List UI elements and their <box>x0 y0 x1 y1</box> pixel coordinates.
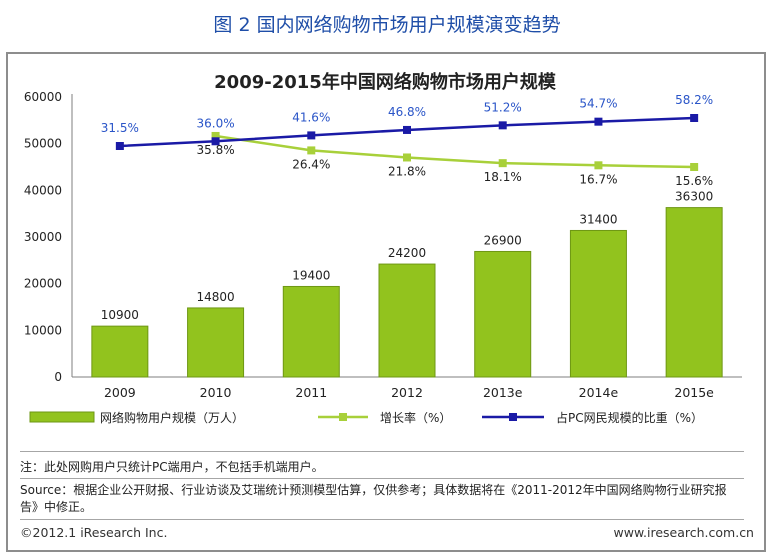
x-tick-label: 2015e <box>674 385 714 400</box>
bar-value-label: 24200 <box>388 246 426 260</box>
share-label: 31.5% <box>101 121 139 135</box>
share-point <box>498 121 507 130</box>
bar-value-label: 26900 <box>484 233 522 247</box>
source-text: Source：根据企业公开财报、行业访谈及艾瑞统计预测模型估算，仅供参考；具体数… <box>20 483 727 514</box>
share-point <box>403 125 411 134</box>
legend-bar-swatch <box>29 411 95 423</box>
x-tick-label: 2011 <box>295 385 327 400</box>
bar-value-label: 10900 <box>101 308 139 322</box>
bar-value-label: 19400 <box>292 268 330 282</box>
y-tick-label: 40000 <box>24 183 62 197</box>
share-point <box>594 117 603 126</box>
bar-value-label: 36300 <box>675 190 713 204</box>
divider-middle <box>20 478 744 479</box>
growth-point <box>307 146 316 155</box>
share-label: 54.7% <box>579 97 617 111</box>
y-tick-label: 0 <box>54 370 62 384</box>
bar-value-label: 31400 <box>579 212 617 226</box>
share-label: 58.2% <box>675 93 713 107</box>
bar <box>569 229 627 378</box>
x-tick-label: 2014e <box>579 385 619 400</box>
legend-bar-label: 网络购物用户规模（万人） <box>100 410 244 425</box>
share-label: 46.8% <box>388 105 426 119</box>
chart-title: 2009-2015年中国网络购物市场用户规模 <box>214 71 557 93</box>
bar <box>665 207 723 378</box>
legend-share-marker <box>509 413 517 421</box>
growth-label: 18.1% <box>484 170 522 184</box>
legend-growth-marker <box>339 413 347 421</box>
x-tick-label: 2013e <box>483 385 523 400</box>
share-point <box>690 114 699 122</box>
y-tick-label: 50000 <box>24 137 62 151</box>
divider-bottom <box>20 519 744 520</box>
x-tick-label: 2012 <box>391 385 423 400</box>
growth-point <box>594 161 603 170</box>
bar <box>282 285 340 378</box>
website-link[interactable]: www.iresearch.com.cn <box>613 525 755 540</box>
share-point <box>211 137 220 146</box>
growth-label: 35.8% <box>197 143 235 157</box>
growth-label: 26.4% <box>292 157 330 171</box>
footnote: 注：此处网购用户只统计PC端用户，不包括手机端用户。 <box>20 460 324 474</box>
growth-point <box>403 153 411 162</box>
share-label: 41.6% <box>292 110 330 124</box>
bar-value-label: 14800 <box>196 290 234 304</box>
share-label: 36.0% <box>197 116 235 130</box>
growth-line <box>215 134 695 169</box>
bar <box>378 263 436 378</box>
x-tick-label: 2009 <box>104 385 136 400</box>
y-tick-label: 60000 <box>24 90 62 104</box>
share-point <box>115 142 124 150</box>
growth-point <box>211 131 220 140</box>
growth-label: 21.8% <box>388 164 426 178</box>
legend-growth-label: 增长率（%） <box>380 410 451 425</box>
growth-label: 16.7% <box>579 172 617 186</box>
divider-top <box>20 451 744 452</box>
growth-point <box>498 159 507 168</box>
y-tick-label: 10000 <box>24 323 62 337</box>
share-point <box>307 131 316 140</box>
bar <box>474 250 532 378</box>
bar <box>187 307 245 378</box>
growth-point <box>690 163 699 171</box>
x-tick-label: 2010 <box>200 385 232 400</box>
bar <box>91 325 149 378</box>
y-tick-label: 20000 <box>24 277 62 291</box>
share-label: 51.2% <box>484 100 522 114</box>
legend-share-label: 占PC网民规模的比重（%） <box>556 410 703 425</box>
y-tick-label: 30000 <box>24 230 62 244</box>
copyright: ©2012.1 iResearch Inc. <box>20 525 168 540</box>
page-caption: 图 2 国内网络购物市场用户规模演变趋势 <box>213 14 561 36</box>
growth-label: 15.6% <box>675 174 713 188</box>
